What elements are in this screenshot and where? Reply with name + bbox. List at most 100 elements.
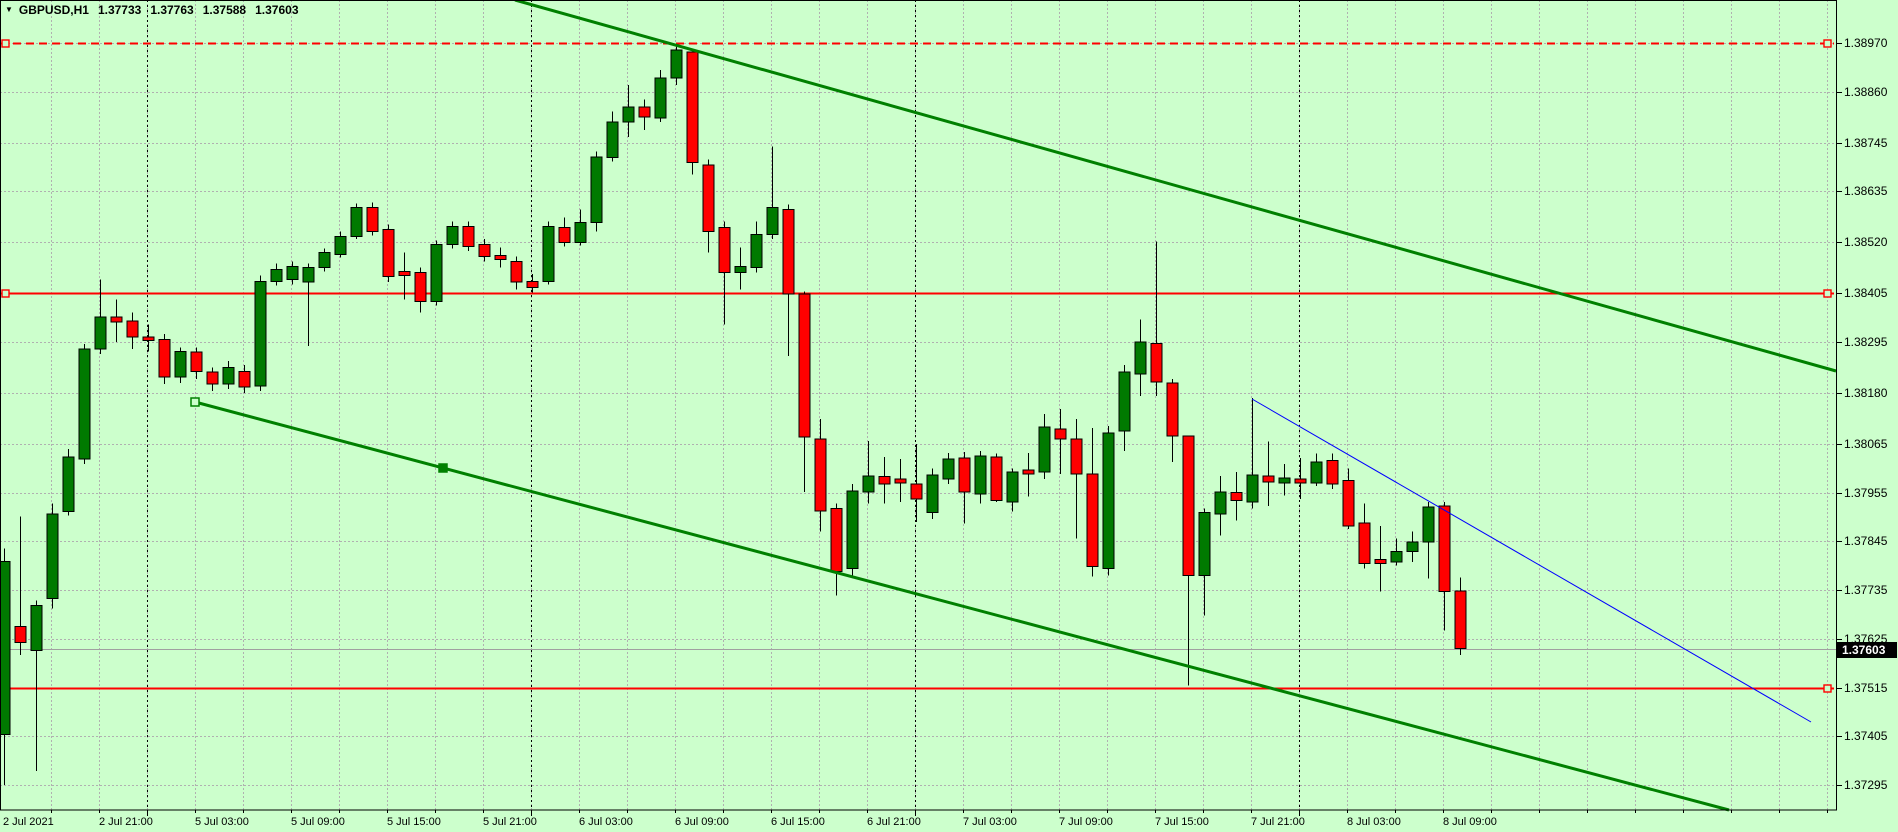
candle-body-bear bbox=[782, 209, 795, 295]
hline-anchor-marker[interactable] bbox=[1, 289, 10, 298]
time-axis-label[interactable]: 7 Jul 09:00 bbox=[1059, 816, 1113, 828]
candle-body-bull bbox=[1406, 541, 1419, 553]
ohlc-high-value: 1.37763 bbox=[150, 3, 194, 17]
candle-body-bull bbox=[670, 49, 683, 79]
symbol-dropdown-icon[interactable]: ▼ bbox=[5, 5, 13, 14]
candle-body-bull bbox=[222, 366, 235, 385]
candle-body-bull bbox=[318, 252, 331, 269]
candle-body-bear bbox=[814, 438, 827, 512]
time-axis-label[interactable]: 2 Jul 2021 bbox=[3, 816, 54, 828]
price-axis-label[interactable]: 1.37295 bbox=[1844, 778, 1888, 792]
price-axis-label[interactable]: 1.38295 bbox=[1844, 335, 1888, 349]
candle-body-bull bbox=[1390, 551, 1403, 563]
time-axis-label[interactable]: 7 Jul 21:00 bbox=[1251, 816, 1305, 828]
candle-body-bull bbox=[766, 206, 779, 235]
blue-trendline[interactable] bbox=[1251, 398, 1812, 723]
candle-body-bear bbox=[1374, 559, 1387, 565]
channel-upper-line[interactable] bbox=[514, 0, 1837, 373]
time-axis-label[interactable]: 2 Jul 21:00 bbox=[99, 816, 153, 828]
candle-body-bear bbox=[830, 508, 843, 572]
time-axis-label[interactable]: 6 Jul 03:00 bbox=[579, 816, 633, 828]
price-axis-label[interactable]: 1.38860 bbox=[1844, 85, 1888, 99]
chart-ohlc-header: ▼ GBPUSD,H1 1.37733 1.37763 1.37588 1.37… bbox=[5, 3, 308, 17]
candle-body-bear bbox=[1438, 505, 1451, 592]
candle-body-bull bbox=[942, 458, 955, 480]
price-axis-label[interactable]: 1.37515 bbox=[1844, 681, 1888, 695]
channel-anchor-marker[interactable] bbox=[190, 397, 200, 407]
candle-body-bear bbox=[14, 625, 27, 643]
price-axis-label[interactable]: 1.37735 bbox=[1844, 583, 1888, 597]
candle-body-bear bbox=[238, 370, 251, 388]
price-axis-label[interactable]: 1.38180 bbox=[1844, 386, 1888, 400]
candle-body-bull bbox=[446, 225, 459, 246]
candle-body-bear bbox=[1086, 473, 1099, 568]
price-axis-label[interactable]: 1.38065 bbox=[1844, 437, 1888, 451]
candle-body-bear bbox=[158, 338, 171, 378]
candle-body-bear bbox=[1182, 435, 1195, 576]
channel-lower-line[interactable] bbox=[194, 400, 1730, 812]
candle-body-bear bbox=[1326, 460, 1339, 485]
candle-body-bear bbox=[110, 316, 123, 323]
hline-anchor-marker[interactable] bbox=[1, 39, 10, 48]
candle-body-bear bbox=[958, 457, 971, 493]
candle-body-bear bbox=[142, 336, 155, 341]
candle-body-bull bbox=[750, 233, 763, 269]
candle-body-bear bbox=[878, 476, 891, 485]
symbol-period-label: GBPUSD,H1 bbox=[18, 3, 89, 17]
candle-body-bull bbox=[1006, 471, 1019, 503]
candle-body-bull bbox=[0, 560, 11, 736]
candle-body-bull bbox=[286, 265, 299, 281]
price-axis-label[interactable]: 1.37405 bbox=[1844, 729, 1888, 743]
candle-body-bear bbox=[1022, 469, 1035, 475]
price-axis-label[interactable]: 1.38745 bbox=[1844, 136, 1888, 150]
candle-body-bear bbox=[1166, 382, 1179, 437]
ohlc-close-value: 1.37603 bbox=[255, 3, 299, 17]
time-axis-label[interactable]: 5 Jul 09:00 bbox=[291, 816, 345, 828]
price-axis-label[interactable]: 1.37955 bbox=[1844, 486, 1888, 500]
candle-body-bear bbox=[510, 260, 523, 283]
candle-body-bull bbox=[334, 236, 347, 255]
price-axis-label[interactable]: 1.38970 bbox=[1844, 36, 1888, 50]
time-axis-label[interactable]: 6 Jul 15:00 bbox=[771, 816, 825, 828]
plot-border bbox=[0, 0, 1837, 811]
candle-body-bull bbox=[46, 513, 59, 600]
candle-body-bear bbox=[1150, 342, 1163, 383]
hline-anchor-marker[interactable] bbox=[1823, 39, 1832, 48]
time-axis-label[interactable]: 7 Jul 03:00 bbox=[963, 816, 1017, 828]
candle-body-bear bbox=[462, 225, 475, 247]
candle-body-bear bbox=[702, 164, 715, 232]
candle-body-bear bbox=[558, 226, 571, 243]
candle-body-bull bbox=[1134, 341, 1147, 375]
candle-body-bear bbox=[190, 351, 203, 372]
time-axis-label[interactable]: 5 Jul 15:00 bbox=[387, 816, 441, 828]
price-axis-label[interactable]: 1.38635 bbox=[1844, 184, 1888, 198]
time-axis-label[interactable]: 6 Jul 09:00 bbox=[675, 816, 729, 828]
time-axis-label[interactable]: 8 Jul 09:00 bbox=[1443, 816, 1497, 828]
time-axis-label[interactable]: 7 Jul 15:00 bbox=[1155, 816, 1209, 828]
price-axis-label[interactable]: 1.37845 bbox=[1844, 534, 1888, 548]
candle-body-bull bbox=[62, 456, 75, 513]
candle-body-bull bbox=[1118, 371, 1131, 432]
candle-body-bull bbox=[1246, 474, 1259, 503]
hline-anchor-marker[interactable] bbox=[1823, 684, 1832, 693]
time-axis-label[interactable]: 5 Jul 03:00 bbox=[195, 816, 249, 828]
candle-body-bear bbox=[398, 271, 411, 277]
time-axis-label[interactable]: 8 Jul 03:00 bbox=[1347, 816, 1401, 828]
hline-anchor-marker[interactable] bbox=[1823, 289, 1832, 298]
candle-body-bear bbox=[1230, 492, 1243, 502]
channel-anchor-marker[interactable] bbox=[438, 463, 448, 473]
time-axis-label[interactable]: 5 Jul 21:00 bbox=[483, 816, 537, 828]
candle-body-bull bbox=[430, 244, 443, 302]
price-axis-label[interactable]: 1.38520 bbox=[1844, 235, 1888, 249]
ohlc-open-value: 1.37733 bbox=[97, 3, 142, 17]
candle-body-bear bbox=[382, 229, 395, 277]
candle-body-bear bbox=[894, 478, 907, 484]
candle-body-bear bbox=[1054, 428, 1067, 440]
candle-body-bull bbox=[590, 156, 603, 223]
candle-body-bull bbox=[846, 490, 859, 569]
time-axis-label[interactable]: 6 Jul 21:00 bbox=[867, 816, 921, 828]
price-axis-label[interactable]: 1.38405 bbox=[1844, 286, 1888, 300]
